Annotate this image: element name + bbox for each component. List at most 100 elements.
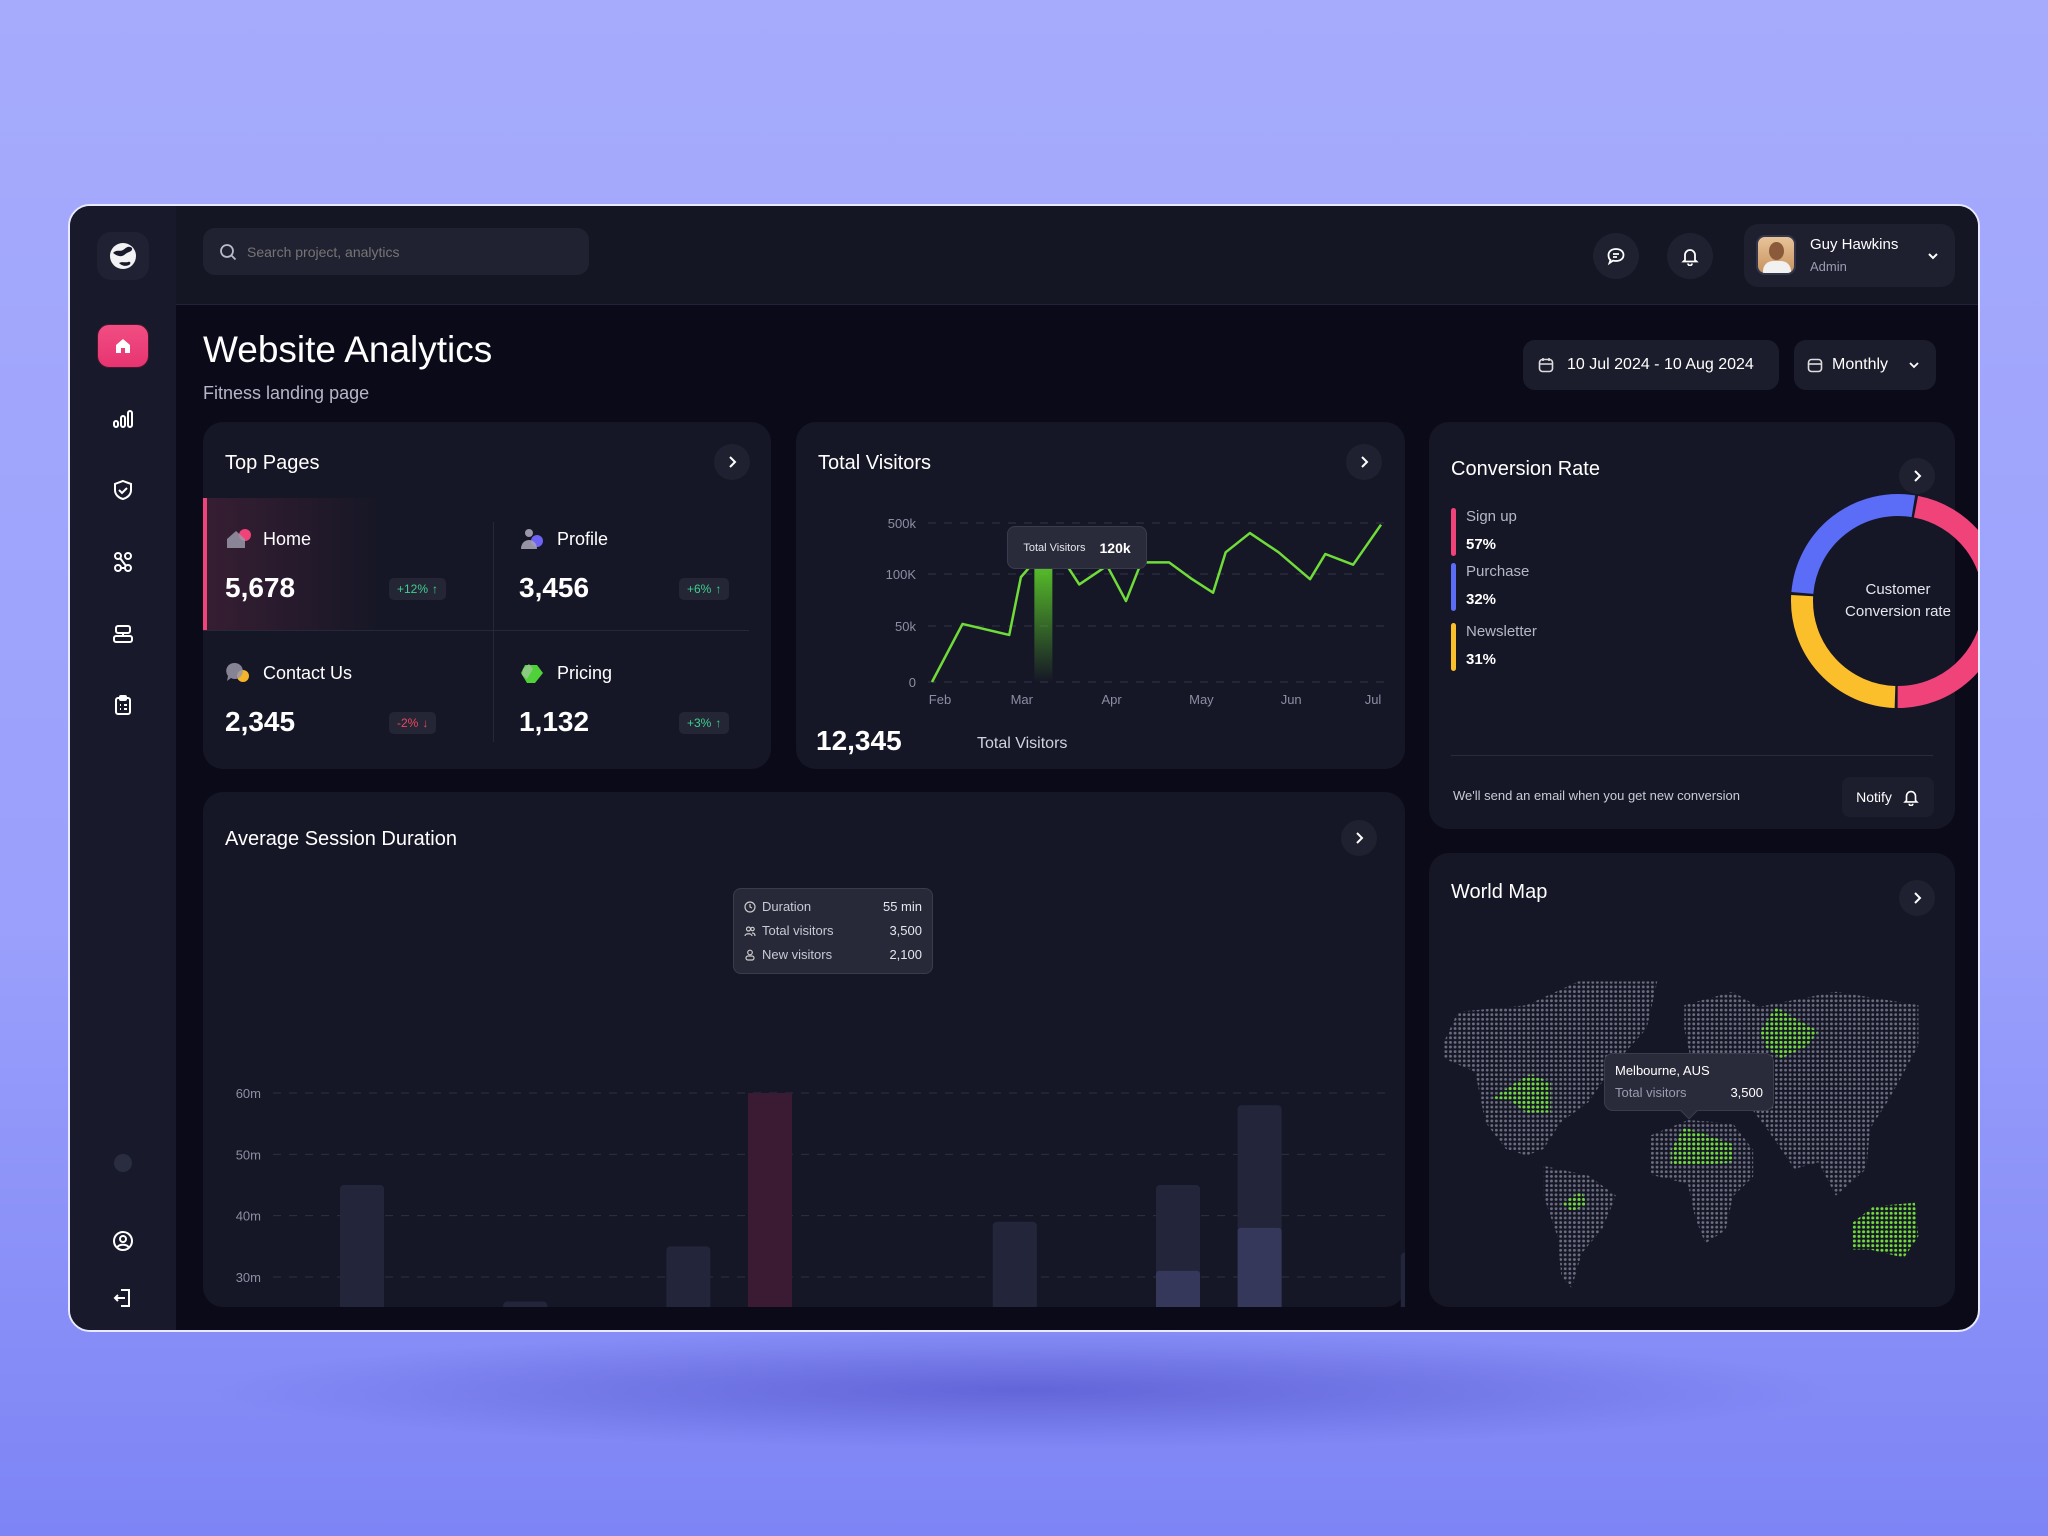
card-title: Total Visitors	[818, 452, 932, 474]
messages-button[interactable]	[1593, 233, 1639, 279]
user-name: Guy Hawkins	[1810, 236, 1899, 253]
total-visitors-more-button[interactable]	[1346, 444, 1382, 480]
x-tick-label: Mar	[1011, 692, 1034, 707]
tooltip-row-label: Total visitors	[762, 923, 834, 938]
tooltip-row: New visitors 2,100	[744, 943, 922, 967]
notify-button[interactable]: Notify	[1842, 777, 1934, 817]
card-title: Average Session Duration	[225, 828, 457, 850]
bar-total[interactable]	[666, 1246, 711, 1307]
top-pages-more-button[interactable]	[714, 444, 750, 480]
calendar-icon	[1538, 358, 1554, 373]
server-icon	[113, 625, 133, 643]
bar-total[interactable]	[340, 1185, 384, 1307]
clipboard-icon	[115, 695, 131, 715]
x-tick-label: Jul	[1365, 692, 1382, 707]
logout-button[interactable]	[97, 1276, 149, 1320]
bell-icon	[1681, 249, 1699, 266]
period-select[interactable]: Monthly	[1794, 340, 1936, 390]
page-home-icon	[225, 527, 251, 556]
tooltip-label: Total Visitors	[1023, 541, 1086, 554]
donut-center-line2: Conversion rate	[1845, 603, 1951, 620]
change-badge: +3% ↑	[679, 712, 730, 734]
page-value: 3,456	[519, 572, 590, 603]
change-text: +12%	[397, 582, 429, 596]
topbar: Guy Hawkins Admin	[176, 206, 1978, 305]
sidebar-item-security[interactable]	[97, 468, 149, 512]
map-tooltip-label: Total visitors	[1615, 1085, 1687, 1100]
donut-center-label: Customer Conversion rate	[1785, 579, 1978, 623]
continent-south-america	[1543, 1165, 1616, 1288]
change-text: +6%	[687, 582, 712, 596]
globe-logo-icon[interactable]	[97, 232, 149, 280]
nodes-icon	[114, 552, 132, 572]
conversion-more-button[interactable]	[1899, 458, 1935, 494]
session-more-button[interactable]	[1341, 820, 1377, 856]
notifications-button[interactable]	[1667, 233, 1713, 279]
tooltip-row: Total visitors 3,500	[744, 919, 922, 943]
donut-slice-purchase	[1791, 494, 1916, 595]
chevron-down-icon	[1928, 253, 1938, 260]
page-value: 2,345	[225, 706, 296, 737]
arrow-up-icon: ↑	[715, 716, 722, 730]
legend-label: Sign up	[1466, 508, 1517, 525]
y-tick-label: 0	[909, 675, 916, 690]
theme-toggle[interactable]	[97, 1141, 149, 1185]
date-range-picker[interactable]: 10 Jul 2024 - 10 Aug 2024	[1523, 340, 1779, 390]
date-range-text: 10 Jul 2024 - 10 Aug 2024	[1567, 356, 1754, 373]
tooltip-row-label: Duration	[762, 899, 812, 914]
page-pricing-icon	[519, 661, 545, 690]
bar-new[interactable]	[1237, 1227, 1282, 1307]
region-highlight-africa	[1671, 1127, 1733, 1166]
sidebar-item-integrations[interactable]	[97, 540, 149, 584]
donut-center-line1: Customer	[1865, 581, 1931, 598]
chevron-right-icon	[1356, 832, 1364, 844]
change-text: -2%	[397, 716, 419, 730]
users-icon	[744, 925, 756, 937]
page-label: Profile	[557, 529, 609, 549]
home-icon	[116, 339, 130, 353]
bar-total[interactable]	[1400, 1252, 1405, 1307]
bar-total[interactable]	[503, 1301, 548, 1307]
sidebar-item-reports[interactable]	[97, 683, 149, 727]
y-tick-label: 60m	[236, 1086, 261, 1101]
moon-icon	[114, 1154, 132, 1172]
legend-label: Newsletter	[1466, 623, 1537, 640]
profile-button[interactable]	[97, 1219, 149, 1263]
total-visitors-value: 12,345	[816, 725, 902, 756]
conversion-donut-chart	[1791, 494, 1978, 708]
total-visitors-line-chart: 0 50k 100K 500k Feb Mar Apr May Jun Jul	[886, 516, 1386, 707]
sidebar-item-servers[interactable]	[97, 612, 149, 656]
tooltip-value: 120k	[1099, 539, 1131, 556]
bar-total[interactable]	[748, 1093, 792, 1307]
chat-icon	[1607, 248, 1625, 266]
chevron-right-icon	[1361, 456, 1369, 468]
avatar	[1756, 235, 1796, 275]
top-page-home-highlight	[203, 498, 493, 630]
bar-new[interactable]	[1156, 1270, 1200, 1307]
divider	[1451, 755, 1933, 756]
user-menu[interactable]: Guy Hawkins Admin	[1744, 224, 1955, 287]
bell-icon	[1903, 790, 1919, 806]
region-highlight-north-america	[1492, 1073, 1551, 1113]
user-icon	[744, 949, 756, 961]
legend-value: 31%	[1466, 651, 1497, 668]
world-map-more-button[interactable]	[1899, 880, 1935, 916]
page-label: Home	[263, 529, 312, 549]
y-tick-label: 50m	[236, 1147, 261, 1162]
legend-item-purchase: Purchase 32%	[1451, 563, 1601, 613]
sidebar-item-analytics[interactable]	[97, 397, 149, 441]
search-input[interactable]	[247, 243, 567, 260]
map-tooltip-city: Melbourne, AUS	[1615, 1063, 1710, 1078]
continent-north-america	[1444, 981, 1658, 1156]
page-value: 5,678	[225, 572, 296, 603]
world-map-card: World Map Melbourne, AUS	[1429, 853, 1955, 1307]
chevron-right-icon	[729, 456, 737, 468]
notify-label: Notify	[1856, 789, 1892, 805]
total-visitors-label: Total Visitors	[977, 735, 1068, 752]
legend-label: Purchase	[1466, 563, 1530, 580]
search-bar[interactable]	[203, 228, 589, 275]
bar-total[interactable]	[992, 1221, 1037, 1307]
region-highlight-south-america	[1561, 1190, 1587, 1211]
sidebar-item-home[interactable]	[97, 324, 149, 368]
